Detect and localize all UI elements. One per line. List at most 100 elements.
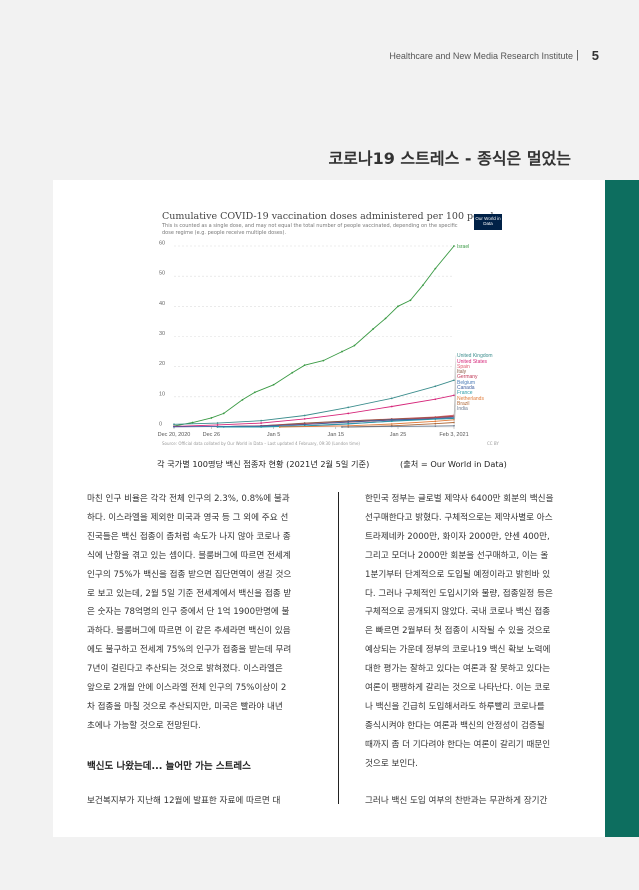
y-tick-label: 40 (159, 301, 165, 307)
body-line: 대한 평가는 잘하고 있다는 여론과 잘 못하고 있다는 (365, 664, 551, 675)
series-point (341, 426, 343, 428)
series-label: United Kingdom (457, 353, 493, 359)
body-line: 과하다. 블룸버그에 따르면 이 같은 추세라면 백신이 있음 (87, 626, 291, 637)
owid-logo: Our World in Data (474, 214, 502, 230)
body-line: 다. 그러나 구체적인 도입시기와 물량, 접종일정 등은 (365, 588, 553, 599)
series-label: India (457, 406, 468, 412)
chart-svg: 0 10 20 30 40 50 60 Dec 20, 2020 Dec 26 Jan 5 Jan … (158, 241, 493, 439)
series-point (390, 420, 393, 423)
body-line: 때까지 좀 더 기다려야 한다는 여론이 갈리기 때문인 (365, 739, 551, 750)
content-panel (53, 180, 605, 837)
series-point (341, 350, 343, 353)
series-point (216, 423, 219, 426)
series-label: Brazil (457, 401, 470, 407)
series-point (390, 418, 393, 421)
body-column-left: 마친 인구 비율은 각각 전체 인구의 2.3%, 0.8%에 불과 하다. 이스… (87, 490, 318, 736)
chart: 0 10 20 30 40 50 60 Dec 20, 2020 Dec 26 Jan 5 Jan … (157, 210, 507, 446)
body-line: 그리고 모더나 2000만 회분을 선구매하고, 이는 올 (365, 550, 549, 561)
series-point (434, 422, 437, 425)
body-line: 진국들은 백신 접종이 좀처럼 속도가 나지 않아 코로나 종 (87, 531, 291, 542)
series-point (384, 317, 387, 320)
x-tick-label: Jan 25 (390, 432, 407, 438)
series-point (390, 397, 393, 400)
series-label-connector (453, 398, 457, 420)
series-label: Spain (457, 364, 470, 370)
series-point (216, 426, 219, 428)
body-line: 에도 불구하고 전세계 75%의 인구가 접종을 받는데 무려 (87, 645, 292, 656)
x-tick-label: Jan 15 (328, 432, 345, 438)
series-point (173, 423, 175, 426)
body-line: 여론이 팽팽하게 갈리는 것으로 나타난다. 이는 코로 (365, 683, 551, 694)
body-line: 은 빠르면 2월부터 첫 접종이 시작될 수 있을 것으로 (365, 626, 551, 637)
series-point (434, 398, 437, 401)
body-line: 식에 난항을 겪고 있는 셈이다. 블룸버그에 따르면 전세계 (87, 550, 291, 561)
body-left-last-line: 보건복지부가 지난해 12월에 발표한 자료에 따르면 대 (87, 796, 281, 806)
y-tick-label: 0 (159, 422, 162, 428)
header-separator: | (576, 49, 579, 61)
y-tick-label: 60 (159, 241, 165, 247)
series-label: United States (457, 359, 488, 365)
chart-subtitle: This is counted as a single dose, and ma… (162, 223, 458, 236)
series-point (397, 305, 399, 308)
series-label: Netherlands (457, 396, 484, 402)
series-point (434, 420, 437, 423)
series-point (434, 267, 437, 270)
series-point (191, 421, 194, 424)
body-line: 7년이 걸린다고 추산되는 것으로 밝혀졌다. 이스라엘은 (87, 664, 283, 675)
series-label-connector (453, 245, 457, 247)
series-point (241, 398, 244, 401)
page-number: 5 (591, 48, 599, 63)
body-line: 초에나 가능할 것으로 전망된다. (87, 720, 201, 731)
series-point (216, 422, 219, 424)
series-label-connector (453, 392, 457, 419)
body-line: 나 백신을 긴급히 도입해서라도 하루빨리 코로나를 (365, 701, 545, 712)
series-point (322, 359, 325, 362)
series-label-connector (453, 403, 457, 423)
series-point (434, 385, 437, 388)
series-point (390, 423, 393, 425)
x-tick-label: Dec 20, 2020 (158, 432, 191, 438)
body-line: 앞으로 2개월 안에 이스라엘 전체 인구의 75%이상이 2 (87, 683, 287, 694)
series-point (453, 394, 455, 397)
series-label: Italy (457, 369, 467, 375)
series-line (341, 425, 455, 428)
page-title: 코로나19 스트레스 - 종식은 멀었는 (328, 149, 571, 168)
series-label: Germany (457, 374, 478, 380)
series-point (434, 418, 437, 421)
x-tick-label: Jan 5 (267, 432, 280, 438)
body-line: 선구매한다고 밝혔다. 구체적으로는 제약사별로 아스 (365, 512, 553, 523)
figure-source-caption: (출처 = Our World in Data) (400, 459, 507, 469)
column-divider (338, 492, 339, 804)
header-institution: Healthcare and New Media Research Instit… (389, 51, 573, 61)
body-line: 한민국 정부는 글로벌 제약사 6400만 회분의 백신을 (365, 494, 554, 504)
figure-caption: 각 국가별 100명당 백신 접종자 현황 (2021년 2월 5일 기준) (157, 459, 370, 469)
body-line: 인구의 75%가 백신을 접종 받으면 집단면역이 생길 것으 (87, 569, 292, 580)
body-line: 은 숫자는 78억명의 인구 중에서 단 1억 1900만명에 불 (87, 607, 290, 618)
body-line: 차 접종을 마칠 것으로 추산되지만, 미국은 빨라야 내년 (87, 701, 283, 712)
series-label-connector (453, 408, 457, 426)
series-point (434, 425, 437, 427)
series-point (372, 328, 375, 330)
series-point (347, 420, 350, 423)
series-label: France (457, 390, 473, 396)
series-label-connector (453, 361, 457, 396)
y-tick-label: 10 (159, 391, 165, 397)
series-line (173, 394, 455, 427)
series-point (303, 414, 306, 417)
subheading: 백신도 나왔는데... 늘어만 가는 스트레스 (87, 761, 251, 772)
series-point (260, 426, 263, 428)
series-point (347, 422, 350, 425)
series-line (173, 245, 455, 427)
body-line: 로 보고 있는데, 2월 5일 기준 전세계에서 백신을 접종 받 (87, 588, 292, 599)
accent-bar (605, 180, 639, 837)
series-point (353, 344, 356, 347)
series-point (347, 412, 350, 415)
y-tick-label: 20 (159, 361, 165, 367)
body-right-last-line: 그러나 백신 도입 여부의 찬반과는 무관하게 장기간 (365, 796, 548, 806)
series-point (253, 391, 256, 394)
series-point (303, 417, 306, 420)
series-point (409, 299, 412, 302)
series-point (260, 419, 263, 422)
series-label-connector (453, 355, 457, 381)
